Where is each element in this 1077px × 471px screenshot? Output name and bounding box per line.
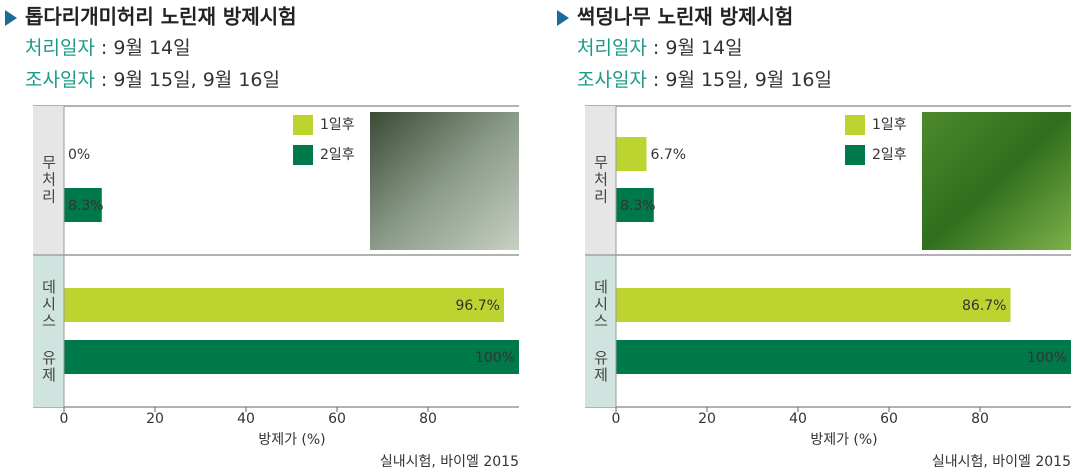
x-tick-label: 80 [419, 411, 437, 427]
category-label: 데시스 유제 [40, 279, 58, 384]
info-text: : 9월 14일 [653, 37, 743, 59]
legend-swatch [845, 115, 865, 135]
title-marker [557, 10, 569, 26]
info-label: 조사일자 [25, 69, 95, 91]
x-tick-label: 0 [60, 411, 69, 427]
value-label: 8.3% [68, 198, 104, 214]
x-tick-label: 20 [698, 411, 716, 427]
value-label: 8.3% [620, 198, 656, 214]
info-line: 조사일자 : 9월 15일, 9월 16일 [577, 69, 832, 91]
bar [616, 340, 1071, 374]
bar [616, 288, 1011, 322]
legend-label: 1일후 [872, 117, 907, 133]
x-tick-label: 60 [880, 411, 898, 427]
info-text: : 9월 15일, 9월 16일 [653, 69, 832, 91]
legend-swatch [845, 145, 865, 165]
category-band [33, 256, 64, 407]
x-tick-label: 60 [328, 411, 346, 427]
category-band [33, 106, 64, 254]
photo [922, 112, 1071, 250]
source: 실내시험, 바이엘 2015 [380, 454, 519, 470]
legend-label: 1일후 [320, 117, 355, 133]
category-label: 데시스 유제 [592, 279, 610, 384]
bar [616, 137, 647, 171]
category-band [585, 106, 616, 254]
info-label: 처리일자 [25, 37, 95, 59]
chart-title: 톱다리개미허리 노린재 방제시험 [25, 5, 297, 29]
value-label: 100% [1027, 350, 1067, 366]
info-label: 조사일자 [577, 69, 647, 91]
x-axis-label: 방제가 (%) [810, 432, 877, 448]
x-tick-label: 40 [789, 411, 807, 427]
x-tick-label: 40 [237, 411, 255, 427]
value-label: 96.7% [456, 298, 500, 314]
info-line: 처리일자 : 9월 14일 [577, 37, 743, 59]
category-label: 무처리 [592, 155, 610, 206]
value-label: 100% [475, 350, 515, 366]
photo [370, 112, 519, 250]
source: 실내시험, 바이엘 2015 [932, 454, 1071, 470]
bar [64, 188, 102, 222]
x-tick-label: 0 [612, 411, 621, 427]
category-label: 무처리 [40, 155, 58, 206]
info-text: : 9월 14일 [101, 37, 191, 59]
info-text: : 9월 15일, 9월 16일 [101, 69, 280, 91]
x-tick-label: 20 [146, 411, 164, 427]
x-tick-label: 80 [971, 411, 989, 427]
bar [64, 340, 519, 374]
legend-swatch [293, 145, 313, 165]
chart-title: 썩덩나무 노린재 방제시험 [577, 5, 793, 29]
legend-swatch [293, 115, 313, 135]
x-axis-label: 방제가 (%) [258, 432, 325, 448]
value-label: 86.7% [962, 298, 1006, 314]
info-line: 처리일자 : 9월 14일 [25, 37, 191, 59]
value-label: 6.7% [650, 147, 686, 163]
bar [616, 188, 654, 222]
title-marker [5, 10, 17, 26]
value-label: 0% [68, 147, 90, 163]
category-band [585, 256, 616, 407]
legend-label: 2일후 [320, 147, 355, 163]
info-label: 처리일자 [577, 37, 647, 59]
bar [64, 288, 504, 322]
legend-label: 2일후 [872, 147, 907, 163]
info-line: 조사일자 : 9월 15일, 9월 16일 [25, 69, 280, 91]
